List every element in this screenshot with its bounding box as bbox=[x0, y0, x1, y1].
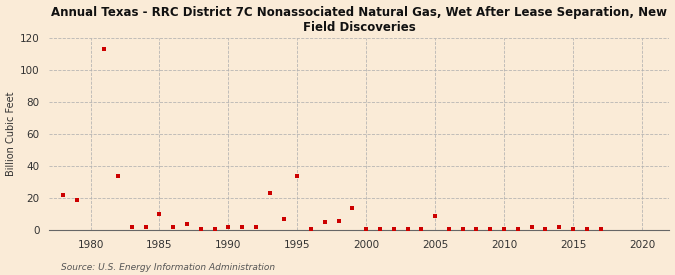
Point bbox=[568, 227, 578, 231]
Point bbox=[554, 225, 564, 229]
Point bbox=[499, 227, 510, 231]
Point bbox=[526, 225, 537, 229]
Point bbox=[168, 225, 179, 229]
Text: Source: U.S. Energy Information Administration: Source: U.S. Energy Information Administ… bbox=[61, 263, 275, 272]
Point bbox=[388, 227, 399, 231]
Point bbox=[595, 227, 606, 231]
Point bbox=[361, 227, 372, 231]
Point bbox=[265, 191, 275, 196]
Point bbox=[443, 227, 454, 231]
Point bbox=[333, 219, 344, 223]
Point bbox=[292, 174, 302, 178]
Point bbox=[250, 225, 261, 229]
Point bbox=[485, 227, 495, 231]
Point bbox=[306, 227, 317, 231]
Point bbox=[375, 227, 385, 231]
Point bbox=[140, 225, 151, 229]
Point bbox=[319, 220, 330, 225]
Point bbox=[347, 206, 358, 210]
Point bbox=[457, 227, 468, 231]
Point bbox=[223, 225, 234, 229]
Point bbox=[182, 222, 192, 226]
Point bbox=[209, 227, 220, 231]
Point bbox=[581, 227, 592, 231]
Point bbox=[195, 227, 206, 231]
Point bbox=[126, 225, 137, 229]
Point bbox=[57, 193, 68, 197]
Point bbox=[402, 227, 413, 231]
Point bbox=[237, 225, 248, 229]
Point bbox=[416, 227, 427, 231]
Point bbox=[540, 227, 551, 231]
Point bbox=[471, 227, 482, 231]
Point bbox=[430, 214, 441, 218]
Point bbox=[278, 217, 289, 221]
Point bbox=[154, 212, 165, 217]
Title: Annual Texas - RRC District 7C Nonassociated Natural Gas, Wet After Lease Separa: Annual Texas - RRC District 7C Nonassoci… bbox=[51, 6, 668, 34]
Point bbox=[512, 227, 523, 231]
Point bbox=[99, 46, 110, 51]
Point bbox=[72, 198, 82, 202]
Y-axis label: Billion Cubic Feet: Billion Cubic Feet bbox=[5, 92, 16, 176]
Point bbox=[113, 174, 124, 178]
